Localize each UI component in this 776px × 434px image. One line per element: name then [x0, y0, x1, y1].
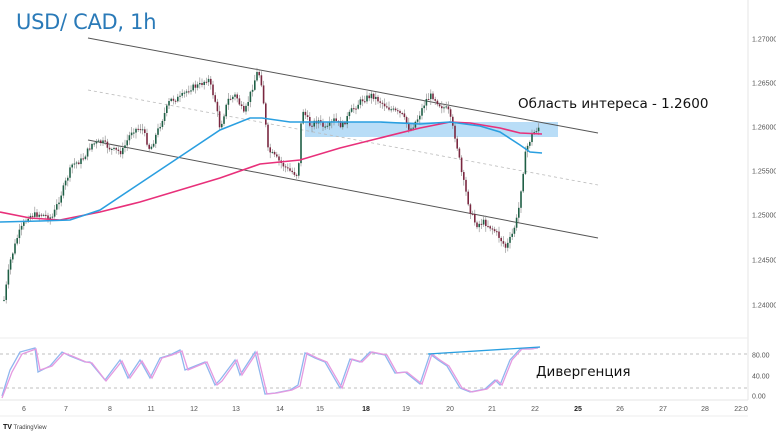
time-tick: 8 — [108, 406, 112, 413]
chart-title: USD/ CAD, 1h — [16, 10, 157, 34]
time-tick: 14 — [276, 406, 284, 413]
price-tick: 1.26000 — [752, 124, 776, 132]
time-tick: 18 — [362, 406, 370, 413]
price-tick: 1.24500 — [752, 257, 776, 265]
time-tick: 13 — [232, 406, 240, 413]
divergence-label: Дивергенция — [536, 364, 631, 380]
interest-zone — [305, 122, 558, 137]
interest-zone-label: Область интереса - 1.2600 — [518, 96, 709, 112]
time-tick: 11 — [147, 406, 155, 413]
time-tick: 6 — [22, 406, 26, 413]
time-tick: 15 — [316, 406, 324, 413]
stoch-tick: 40.00 — [752, 373, 770, 381]
stoch-tick: 0.00 — [752, 393, 766, 401]
stochastic-oscillator — [1, 346, 541, 399]
brand-name: TradingView — [13, 425, 47, 431]
stoch-tick: 80.00 — [752, 352, 770, 360]
price-tick: 1.27000 — [752, 36, 776, 44]
time-tick: 27 — [659, 406, 667, 413]
price-tick: 1.25000 — [752, 212, 776, 220]
time-tick: 19 — [402, 406, 410, 413]
candles — [3, 67, 540, 304]
price-tick: 1.26500 — [752, 80, 776, 88]
time-tick: 21 — [488, 406, 496, 413]
price-tick: 1.24000 — [752, 302, 776, 310]
time-tick: 26 — [616, 406, 624, 413]
tradingview-logo-icon: TV — [3, 424, 12, 431]
moving-averages — [0, 117, 543, 223]
time-tick: 22:0 — [734, 406, 748, 413]
time-tick: 22 — [531, 406, 539, 413]
price-tick: 1.25500 — [752, 168, 776, 176]
time-tick: 28 — [701, 406, 709, 413]
time-tick: 25 — [574, 406, 582, 413]
tradingview-brand[interactable]: TV TradingView — [3, 424, 47, 431]
time-tick: 7 — [64, 406, 68, 413]
time-tick: 20 — [446, 406, 454, 413]
trend-channel — [87, 37, 599, 239]
time-tick: 12 — [190, 406, 198, 413]
